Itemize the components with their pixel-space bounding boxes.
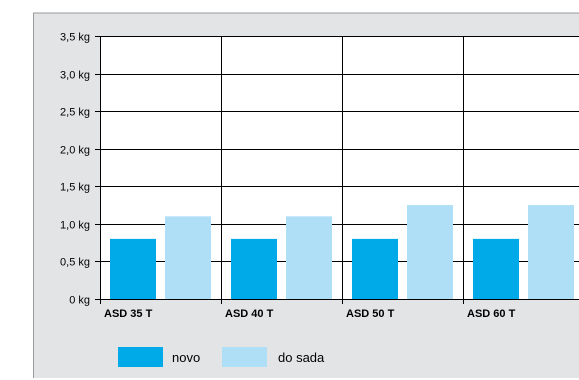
legend-label-novo: novo bbox=[172, 350, 200, 365]
y-tick-label: 3,5 kg bbox=[60, 32, 90, 44]
legend: novo do sada bbox=[118, 347, 325, 367]
legend-swatch-do-sada bbox=[222, 347, 267, 367]
bar-do-sada-1 bbox=[286, 216, 332, 299]
y-tick-label: 2,0 kg bbox=[60, 145, 90, 157]
y-tick-label: 0 kg bbox=[69, 295, 90, 307]
bars-layer bbox=[110, 205, 574, 299]
bar-novo-3 bbox=[473, 238, 519, 299]
axis-layer: 0 kg 0,5 kg 1,0 kg 1,5 kg 2,0 kg 2,5 kg 3,0 kg… bbox=[60, 32, 579, 320]
y-tick-label: 3,0 kg bbox=[60, 70, 90, 82]
bar-do-sada-0 bbox=[165, 216, 211, 299]
bar-novo-2 bbox=[352, 238, 398, 299]
y-tick-label: 1,0 kg bbox=[60, 220, 90, 232]
x-tick-label: ASD 50 T bbox=[346, 308, 395, 320]
y-tick-label: 2,5 kg bbox=[60, 107, 90, 119]
bar-do-sada-2 bbox=[407, 205, 453, 299]
bar-do-sada-3 bbox=[528, 205, 574, 299]
legend-label-do-sada: do sada bbox=[278, 350, 325, 365]
x-tick-label: ASD 35 T bbox=[104, 308, 153, 320]
bar-novo-1 bbox=[231, 238, 277, 299]
x-tick-label: ASD 60 T bbox=[467, 308, 516, 320]
y-tick-label: 0,5 kg bbox=[60, 257, 90, 269]
legend-swatch-novo bbox=[118, 347, 163, 367]
x-tick-label: ASD 40 T bbox=[225, 308, 274, 320]
bar-novo-0 bbox=[110, 238, 156, 299]
y-tick-label: 1,5 kg bbox=[60, 182, 90, 194]
